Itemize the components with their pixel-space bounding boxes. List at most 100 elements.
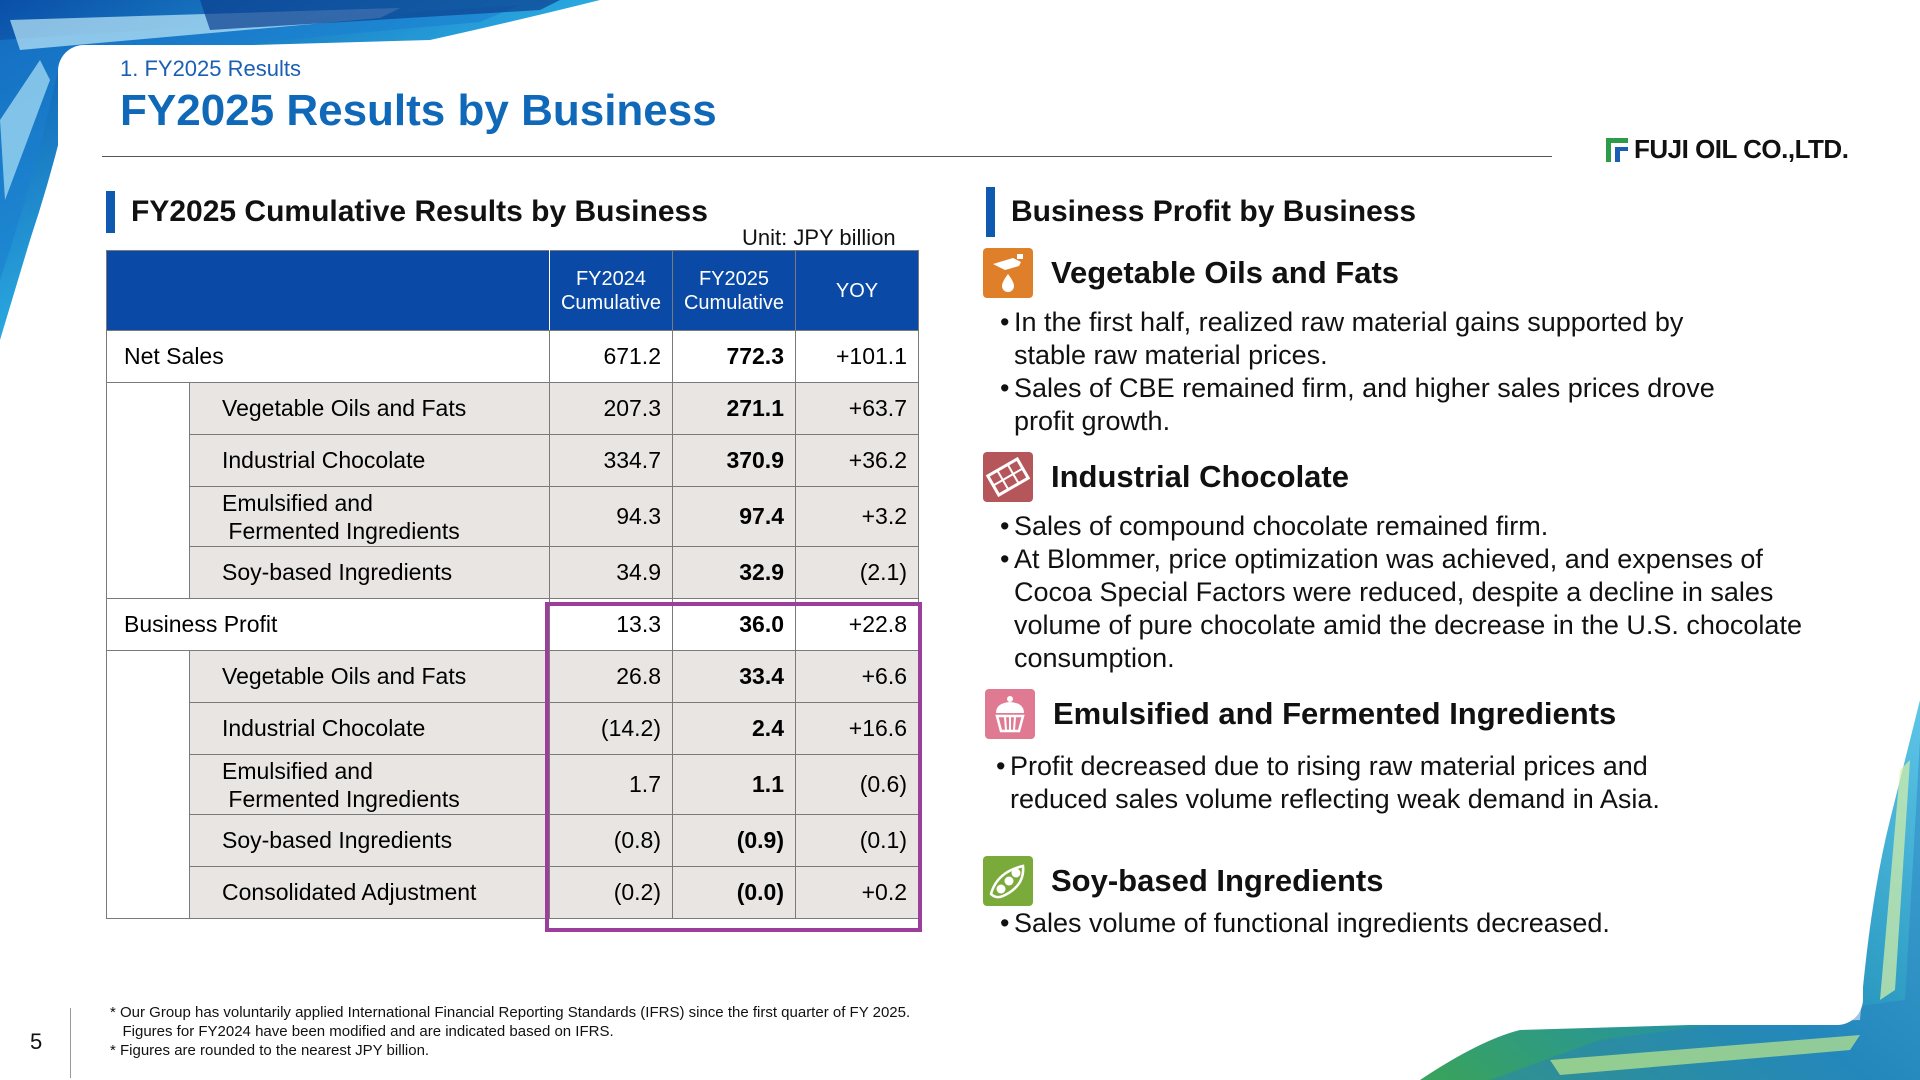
oil-drop-icon xyxy=(983,248,1033,298)
cell-fy2025: (0.9) xyxy=(672,814,796,867)
cell-fy2025: 370.9 xyxy=(672,434,796,487)
footnote-line: Figures for FY2024 have been modified an… xyxy=(110,1023,614,1040)
soybean-icon xyxy=(983,856,1033,906)
table-header-row: FY2024 Cumulative FY2025 Cumulative YOY xyxy=(106,250,919,331)
segment-title: Industrial Chocolate xyxy=(1051,459,1349,494)
bullet-item: • Sales volume of functional ingredients … xyxy=(1000,908,1610,938)
row-label: Net Sales xyxy=(106,330,550,383)
segment-title: Vegetable Oils and Fats xyxy=(1051,255,1400,290)
cell-fy2024: 334.7 xyxy=(549,434,673,487)
cell-yoy: +36.2 xyxy=(795,434,919,487)
row-label: Vegetable Oils and Fats xyxy=(189,382,550,435)
header-yoy: YOY xyxy=(795,250,919,331)
cell-yoy: +101.1 xyxy=(795,330,919,383)
cell-fy2025: 2.4 xyxy=(672,702,796,755)
cell-fy2025: 1.1 xyxy=(672,754,796,815)
cell-fy2025: 97.4 xyxy=(672,486,796,547)
left-section-heading: FY2025 Cumulative Results by Business xyxy=(106,191,708,233)
left-heading-text: FY2025 Cumulative Results by Business xyxy=(131,195,708,228)
company-logo: FUJI OIL CO.,LTD. xyxy=(1606,134,1849,165)
segment-title: Emulsified and Fermented Ingredients xyxy=(1053,696,1617,731)
header-blank-cell xyxy=(106,250,550,331)
logo-text: FUJI OIL CO.,LTD. xyxy=(1634,134,1849,164)
cupcake-icon xyxy=(985,689,1035,739)
footnote-line: * Figures are rounded to the nearest JPY… xyxy=(110,1042,430,1059)
row-label: Industrial Chocolate xyxy=(189,434,550,487)
segment-soy-based: Soy-based Ingredients xyxy=(983,856,1383,906)
bullet-item: • In the first half, realized raw materia… xyxy=(1000,307,1684,370)
business-profit-highlight-box xyxy=(545,602,922,932)
cell-yoy: +3.2 xyxy=(795,486,919,547)
segment-emulsified-fermented: Emulsified and Fermented Ingredients xyxy=(985,689,1616,739)
table-row: Consolidated Adjustment (0.2) (0.0) +0.2 xyxy=(107,866,919,919)
segment-bullets: • In the first half, realized raw materia… xyxy=(1000,306,1715,438)
cell-fy2024: 34.9 xyxy=(549,546,673,599)
row-label: Emulsified and Fermented Ingredients xyxy=(189,486,550,547)
cell-yoy: (0.1) xyxy=(795,814,919,867)
table-row: Vegetable Oils and Fats 26.8 33.4 +6.6 xyxy=(106,650,919,919)
cell-yoy: (0.6) xyxy=(795,754,919,815)
unit-label: Unit: JPY billion xyxy=(742,225,896,250)
bullet-item: • At Blommer, price optimization was achi… xyxy=(1000,544,1802,673)
right-heading-text: Business Profit by Business xyxy=(1011,195,1417,228)
page-number-divider xyxy=(70,1008,71,1078)
cell-fy2024: (0.8) xyxy=(549,814,673,867)
indent-cell xyxy=(106,382,190,599)
row-label: Consolidated Adjustment xyxy=(189,866,550,919)
cell-fy2024: 671.2 xyxy=(549,330,673,383)
right-section-heading: Business Profit by Business xyxy=(986,187,1416,237)
cell-fy2025: (0.0) xyxy=(672,866,796,919)
chocolate-bar-icon xyxy=(983,452,1033,502)
segment-industrial-chocolate: Industrial Chocolate xyxy=(983,452,1349,502)
cell-fy2024: 13.3 xyxy=(549,598,673,651)
footnote-line: * Our Group has voluntarily applied Inte… xyxy=(110,1004,911,1021)
segment-vegetable-oils: Vegetable Oils and Fats xyxy=(983,248,1399,298)
results-table: FY2024 Cumulative FY2025 Cumulative YOY Ne… xyxy=(106,250,919,919)
table-row: Net Sales 671.2 772.3 +101.1 xyxy=(106,330,919,383)
segment-bullets: • Sales of compound chocolate remained fi… xyxy=(1000,510,1802,675)
header-fy2024: FY2024 Cumulative xyxy=(549,250,673,331)
table-row: Business Profit 13.3 36.0 +22.8 xyxy=(106,598,919,651)
table-row: Emulsified and Fermented Ingredients 1.7… xyxy=(107,754,919,815)
table-row: Vegetable Oils and Fats 207.3 271.1 +63.… xyxy=(106,382,919,599)
cell-fy2025: 271.1 xyxy=(672,382,796,435)
row-label: Emulsified and Fermented Ingredients xyxy=(189,754,550,815)
cell-yoy: +6.6 xyxy=(795,650,919,703)
table-row: Soy-based Ingredients 34.9 32.9 (2.1) xyxy=(107,546,919,599)
bullet-item: • Sales of CBE remained firm, and higher … xyxy=(1000,373,1715,436)
row-label: Soy-based Ingredients xyxy=(189,814,550,867)
cell-fy2025: 32.9 xyxy=(672,546,796,599)
page-title: FY2025 Results by Business xyxy=(120,86,717,135)
cell-fy2025: 772.3 xyxy=(672,330,796,383)
cell-fy2024: 1.7 xyxy=(549,754,673,815)
bullet-item: • Profit decreased due to rising raw mate… xyxy=(996,751,1660,814)
section-label: 1. FY2025 Results xyxy=(120,56,301,81)
table-row: Soy-based Ingredients (0.8) (0.9) (0.1) xyxy=(107,814,919,867)
cell-fy2024: 94.3 xyxy=(549,486,673,547)
cell-yoy: +63.7 xyxy=(795,382,919,435)
footnotes: * Our Group has voluntarily applied Inte… xyxy=(110,1003,910,1060)
cell-fy2025: 33.4 xyxy=(672,650,796,703)
row-label: Business Profit xyxy=(106,598,550,651)
row-label: Soy-based Ingredients xyxy=(189,546,550,599)
indent-cell xyxy=(106,650,190,919)
cell-fy2025: 36.0 xyxy=(672,598,796,651)
logo-mark-icon xyxy=(1606,137,1628,162)
segment-bullets: • Sales volume of functional ingredients … xyxy=(1000,907,1610,940)
title-divider xyxy=(102,156,1552,157)
segment-bullets: • Profit decreased due to rising raw mate… xyxy=(996,750,1660,816)
table-row: Industrial Chocolate 334.7 370.9 +36.2 xyxy=(107,434,919,487)
page-number: 5 xyxy=(30,1029,43,1054)
row-label: Industrial Chocolate xyxy=(189,702,550,755)
table-row: Emulsified and Fermented Ingredients 94.… xyxy=(107,486,919,547)
cell-yoy: +0.2 xyxy=(795,866,919,919)
row-label: Vegetable Oils and Fats xyxy=(189,650,550,703)
segment-title: Soy-based Ingredients xyxy=(1051,863,1384,898)
cell-fy2024: (0.2) xyxy=(549,866,673,919)
cell-fy2024: 207.3 xyxy=(549,382,673,435)
bullet-item: • Sales of compound chocolate remained fi… xyxy=(1000,511,1549,541)
cell-yoy: +16.6 xyxy=(795,702,919,755)
header-fy2025: FY2025 Cumulative xyxy=(672,250,796,331)
cell-yoy: (2.1) xyxy=(795,546,919,599)
cell-fy2024: 26.8 xyxy=(549,650,673,703)
